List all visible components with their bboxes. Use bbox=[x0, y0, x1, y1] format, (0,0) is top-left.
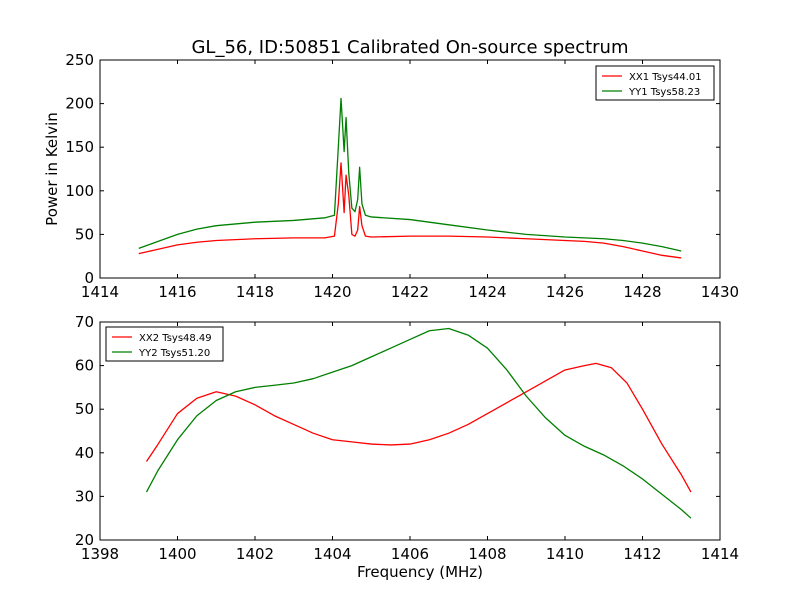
y-tick-label: 50 bbox=[75, 400, 94, 418]
legend-label: XX1 Tsys44.01 bbox=[629, 72, 702, 83]
x-tick-label: 1406 bbox=[391, 545, 429, 563]
y-tick-label: 150 bbox=[65, 138, 94, 156]
x-axis-label: Frequency (MHz) bbox=[357, 563, 483, 581]
figure-title: GL_56, ID:50851 Calibrated On-source spe… bbox=[191, 37, 628, 58]
x-tick-label: 1414 bbox=[701, 545, 739, 563]
x-tick-label: 1400 bbox=[158, 545, 196, 563]
legend-box bbox=[105, 326, 224, 362]
x-tick-label: 1410 bbox=[546, 545, 584, 563]
x-tick-label: 1416 bbox=[158, 283, 196, 301]
y-tick-label: 30 bbox=[75, 487, 94, 505]
x-tick-label: 1424 bbox=[468, 283, 506, 301]
y-tick-label: 70 bbox=[75, 313, 94, 331]
y-tick-label: 20 bbox=[75, 531, 94, 549]
series-line-1-1 bbox=[138, 162, 682, 259]
legend-label: XX2 Tsys48.49 bbox=[139, 333, 212, 344]
y-axis-label: Power in Kelvin bbox=[43, 112, 61, 226]
y-tick-label: 0 bbox=[84, 269, 94, 287]
x-tick-label: 1418 bbox=[236, 283, 274, 301]
x-tick-label: 1428 bbox=[623, 283, 661, 301]
x-tick-label: 1408 bbox=[468, 545, 506, 563]
y-tick-label: 60 bbox=[75, 357, 94, 375]
y-tick-label: 50 bbox=[75, 225, 94, 243]
legend: XX1 Tsys44.01 YY1 Tsys58.23 bbox=[595, 65, 715, 101]
x-tick-label: 1402 bbox=[236, 545, 274, 563]
plot-bottom-spectrum: 1398 1400 1402 1404 1406 1408 1410 1412 1414 20 30… bbox=[75, 313, 739, 581]
x-tick-label: 1430 bbox=[701, 283, 739, 301]
legend-label: YY1 Tsys58.23 bbox=[628, 87, 700, 98]
y-tick-label: 200 bbox=[65, 95, 94, 113]
plot-top-spectrum: 1414 1416 1418 1420 1422 1424 1426 1428 1430 0 50 1… bbox=[43, 51, 739, 301]
x-tick-label: 1422 bbox=[391, 283, 429, 301]
series-line-2-2 bbox=[145, 327, 692, 519]
x-tick-label: 1426 bbox=[546, 283, 584, 301]
legend-box bbox=[595, 65, 715, 101]
x-tick-label: 1398 bbox=[81, 545, 119, 563]
x-tick-label: 1404 bbox=[313, 545, 351, 563]
y-tick-label: 40 bbox=[75, 444, 94, 462]
x-tick-label: 1420 bbox=[313, 283, 351, 301]
y-tick-label: 250 bbox=[65, 51, 94, 69]
legend: XX2 Tsys48.49 YY2 Tsys51.20 bbox=[105, 326, 224, 362]
x-tick-label: 1412 bbox=[623, 545, 661, 563]
series-line-2-1 bbox=[145, 362, 692, 493]
series-line-1-2 bbox=[138, 97, 682, 252]
x-tick-label: 1414 bbox=[81, 283, 119, 301]
legend-label: YY2 Tsys51.20 bbox=[138, 348, 210, 359]
y-tick-label: 100 bbox=[65, 182, 94, 200]
